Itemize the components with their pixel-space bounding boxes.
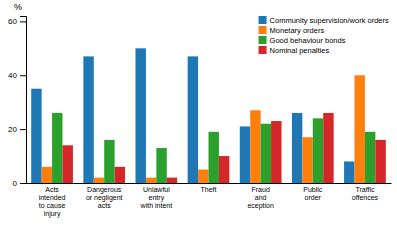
bar [52,113,62,183]
y-axis: 0 20 40 60 [8,17,26,189]
x-tick-label: Actsintendedto causeinjury [39,186,66,218]
bar [156,148,166,183]
bar [219,156,229,183]
bars [31,48,386,183]
bar [83,56,93,183]
bar [94,178,104,183]
y-tick-mark [20,75,26,76]
bar [365,132,375,183]
y-tick-mark [20,129,26,130]
y-axis-line [20,17,27,184]
x-tick-label-line: to cause [39,202,66,209]
bar [313,118,323,183]
legend-label: Monetary orders [270,26,325,35]
x-tick-label-line: Acts [45,186,59,193]
x-tick-label-line: or negligent [86,194,123,202]
x-axis-line [27,183,392,184]
x-tick-label-line: offences [352,194,379,201]
legend-swatch [259,46,267,54]
bar-series [52,113,375,183]
y-tick: 20 [8,125,26,134]
legend-label: Good behaviour bonds [270,36,346,45]
bar [63,145,73,183]
x-axis: Actsintendedto causeinjury Dangerousor ne… [27,183,392,218]
x-tick-label-line: Traffic [355,186,375,193]
plot: 0 20 40 60 Actsintendedto causeinjury Dangero… [8,16,391,218]
bar [136,48,146,183]
y-tick-label: 20 [8,125,17,134]
y-tick: 40 [8,71,26,80]
y-tick-label: 0 [13,179,18,188]
x-tick-label-line: Public [303,186,323,193]
bar [209,132,219,183]
x-tick-label: Dangerousor negligentacts [86,186,123,209]
y-tick-label: 40 [8,71,17,80]
y-tick-mark [20,183,26,184]
bar [344,161,354,183]
y-axis-title: % [14,2,22,12]
x-tick: Theft [201,183,217,193]
bar [292,113,302,183]
bar [104,140,114,183]
bar [115,167,125,183]
bar [240,126,250,183]
legend-label: Community supervision/work orders [270,16,389,25]
x-tick-label-line: Fraud [251,186,269,193]
legend-swatch [259,26,267,34]
legend-label: Nominal penalties [270,46,330,55]
x-tick: Dangerousor negligentacts [86,183,123,209]
x-tick-label-line: Unlawful [143,186,170,193]
bar-series [42,75,365,183]
legend-item: Nominal penalties [259,46,330,55]
x-tick-label-line: Dangerous [87,186,122,194]
legend-item: Community supervision/work orders [259,16,389,25]
bar [355,75,365,183]
chart: 0 20 40 60 Actsintendedto causeinjury Dangero… [0,0,397,227]
bar [31,89,41,183]
x-tick-label-line: and [255,194,267,201]
y-tick: 0 [13,179,26,188]
bar [261,124,271,183]
x-tick: Trafficoffences [352,183,379,201]
legend: Community supervision/work ordersMonetar… [259,16,389,55]
bar [323,113,333,183]
x-tick-label-line: eception [247,202,274,210]
bar [146,178,156,183]
x-tick-label: Theft [201,186,217,193]
legend-item: Monetary orders [259,26,325,35]
x-tick-label-line: with intent [140,202,173,209]
legend-swatch [259,36,267,44]
bar [271,121,281,183]
bar [302,137,312,183]
bar [198,170,208,183]
x-tick-label: Publicorder [303,186,323,201]
x-tick-label: Trafficoffences [352,186,379,201]
x-tick-label-line: order [305,194,322,201]
x-tick: Unlawfulentrywith intent [140,183,173,209]
x-tick-label-line: entry [149,194,165,202]
x-tick-label-line: injury [44,210,61,218]
x-tick-label: Unlawfulentrywith intent [140,186,173,209]
legend-swatch [259,16,267,24]
x-tick-label-line: intended [39,194,66,201]
bar [167,178,177,183]
bar-series [63,113,386,183]
bar-series [31,48,354,183]
y-tick: 60 [8,17,26,26]
x-tick-label-line: acts [98,202,111,209]
bar [42,167,52,183]
x-tick-label: Fraudandeception [247,186,274,210]
bar [375,140,385,183]
bar [250,110,260,183]
x-tick: Publicorder [303,183,323,201]
x-tick-label-line: Theft [201,186,217,193]
bar [188,56,198,183]
legend-item: Good behaviour bonds [259,36,346,45]
x-tick: Fraudandeception [247,183,274,210]
x-tick: Actsintendedto causeinjury [39,183,66,218]
y-tick-mark [20,21,26,22]
y-tick-label: 60 [8,17,17,26]
